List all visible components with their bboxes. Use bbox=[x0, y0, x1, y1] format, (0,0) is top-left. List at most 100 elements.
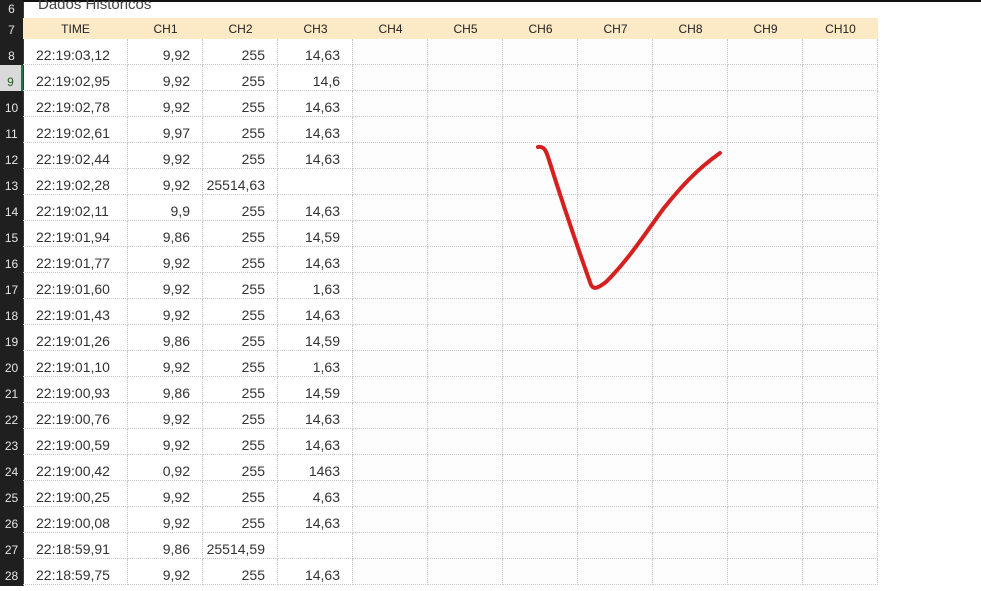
empty-cell[interactable] bbox=[578, 429, 653, 455]
empty-cell[interactable] bbox=[428, 247, 503, 273]
empty-cell[interactable] bbox=[653, 169, 728, 195]
time-cell[interactable]: 22:19:00,08 bbox=[23, 507, 128, 533]
value-cell[interactable]: 9,92 bbox=[128, 507, 203, 533]
value-cell[interactable]: 14,63 bbox=[278, 117, 353, 143]
empty-cell[interactable] bbox=[353, 299, 428, 325]
empty-cell[interactable] bbox=[503, 351, 578, 377]
empty-cell[interactable] bbox=[803, 299, 878, 325]
empty-cell[interactable] bbox=[578, 65, 653, 91]
empty-cell[interactable] bbox=[728, 325, 803, 351]
value-cell[interactable]: 9,92 bbox=[128, 481, 203, 507]
empty-cell[interactable] bbox=[578, 299, 653, 325]
row-number[interactable]: 22 bbox=[4, 413, 19, 427]
row-number[interactable]: 17 bbox=[4, 283, 19, 297]
empty-cell[interactable] bbox=[728, 533, 803, 559]
value-cell[interactable] bbox=[278, 169, 353, 195]
empty-cell[interactable] bbox=[428, 377, 503, 403]
value-cell[interactable]: 14,59 bbox=[278, 325, 353, 351]
column-header-ch6[interactable]: CH6 bbox=[528, 22, 553, 36]
value-cell[interactable]: 14,63 bbox=[278, 39, 353, 65]
empty-cell[interactable] bbox=[653, 429, 728, 455]
value-cell[interactable]: 255 bbox=[203, 221, 278, 247]
empty-cell[interactable] bbox=[728, 403, 803, 429]
empty-cell[interactable] bbox=[428, 533, 503, 559]
empty-cell[interactable] bbox=[578, 91, 653, 117]
value-cell[interactable]: 14,63 bbox=[278, 403, 353, 429]
empty-cell[interactable] bbox=[503, 221, 578, 247]
empty-cell[interactable] bbox=[503, 377, 578, 403]
time-cell[interactable]: 22:19:02,11 bbox=[23, 195, 128, 221]
value-cell[interactable]: 255 bbox=[203, 247, 278, 273]
empty-cell[interactable] bbox=[653, 481, 728, 507]
value-cell[interactable]: 255 bbox=[203, 559, 278, 585]
empty-cell[interactable] bbox=[503, 247, 578, 273]
value-cell[interactable]: 255 bbox=[203, 507, 278, 533]
empty-cell[interactable] bbox=[803, 247, 878, 273]
empty-cell[interactable] bbox=[728, 273, 803, 299]
empty-cell[interactable] bbox=[728, 117, 803, 143]
empty-cell[interactable] bbox=[803, 351, 878, 377]
empty-cell[interactable] bbox=[503, 455, 578, 481]
empty-cell[interactable] bbox=[803, 507, 878, 533]
empty-cell[interactable] bbox=[353, 143, 428, 169]
empty-cell[interactable] bbox=[578, 481, 653, 507]
empty-cell[interactable] bbox=[353, 91, 428, 117]
empty-cell[interactable] bbox=[803, 117, 878, 143]
empty-cell[interactable] bbox=[353, 481, 428, 507]
row-number[interactable]: 20 bbox=[4, 361, 19, 375]
empty-cell[interactable] bbox=[728, 429, 803, 455]
row-number[interactable]: 27 bbox=[4, 543, 19, 557]
value-cell[interactable]: 9,92 bbox=[128, 429, 203, 455]
value-cell[interactable]: 255 bbox=[203, 195, 278, 221]
row-number[interactable]: 28 bbox=[4, 569, 19, 583]
empty-cell[interactable] bbox=[428, 39, 503, 65]
empty-cell[interactable] bbox=[653, 559, 728, 585]
empty-cell[interactable] bbox=[428, 195, 503, 221]
time-cell[interactable]: 22:19:01,94 bbox=[23, 221, 128, 247]
empty-cell[interactable] bbox=[578, 273, 653, 299]
empty-cell[interactable] bbox=[803, 533, 878, 559]
value-cell[interactable]: 14,6 bbox=[278, 65, 353, 91]
column-header-ch3[interactable]: CH3 bbox=[303, 22, 328, 36]
row-number[interactable]: 14 bbox=[4, 205, 19, 219]
empty-cell[interactable] bbox=[428, 429, 503, 455]
empty-cell[interactable] bbox=[428, 325, 503, 351]
value-cell[interactable]: 14,63 bbox=[278, 143, 353, 169]
value-cell[interactable]: 25514,59 bbox=[203, 533, 278, 559]
empty-cell[interactable] bbox=[353, 117, 428, 143]
value-cell[interactable]: 255 bbox=[203, 481, 278, 507]
empty-cell[interactable] bbox=[428, 507, 503, 533]
empty-cell[interactable] bbox=[503, 325, 578, 351]
empty-cell[interactable] bbox=[578, 143, 653, 169]
value-cell[interactable]: 0,92 bbox=[128, 455, 203, 481]
empty-cell[interactable] bbox=[728, 65, 803, 91]
column-header-ch9[interactable]: CH9 bbox=[753, 22, 778, 36]
empty-cell[interactable] bbox=[578, 559, 653, 585]
value-cell[interactable]: 9,97 bbox=[128, 117, 203, 143]
empty-cell[interactable] bbox=[353, 533, 428, 559]
value-cell[interactable]: 9,86 bbox=[128, 325, 203, 351]
column-header-time[interactable]: TIME bbox=[61, 22, 90, 36]
row-number[interactable]: 23 bbox=[4, 439, 19, 453]
time-cell[interactable]: 22:19:00,59 bbox=[23, 429, 128, 455]
empty-cell[interactable] bbox=[353, 559, 428, 585]
column-header-ch10[interactable]: CH10 bbox=[825, 22, 856, 36]
row-number[interactable]: 18 bbox=[4, 309, 19, 323]
column-header-ch7[interactable]: CH7 bbox=[603, 22, 628, 36]
empty-cell[interactable] bbox=[728, 299, 803, 325]
empty-cell[interactable] bbox=[803, 195, 878, 221]
row-number[interactable]: 10 bbox=[4, 101, 19, 115]
value-cell[interactable]: 14,63 bbox=[278, 247, 353, 273]
time-cell[interactable]: 22:19:00,93 bbox=[23, 377, 128, 403]
value-cell[interactable]: 1,63 bbox=[278, 273, 353, 299]
value-cell[interactable]: 14,63 bbox=[278, 195, 353, 221]
empty-cell[interactable] bbox=[803, 429, 878, 455]
empty-cell[interactable] bbox=[653, 91, 728, 117]
empty-cell[interactable] bbox=[353, 65, 428, 91]
empty-cell[interactable] bbox=[503, 429, 578, 455]
empty-cell[interactable] bbox=[428, 403, 503, 429]
value-cell[interactable]: 255 bbox=[203, 273, 278, 299]
row-number[interactable]: 24 bbox=[4, 465, 19, 479]
empty-cell[interactable] bbox=[503, 169, 578, 195]
empty-cell[interactable] bbox=[653, 117, 728, 143]
